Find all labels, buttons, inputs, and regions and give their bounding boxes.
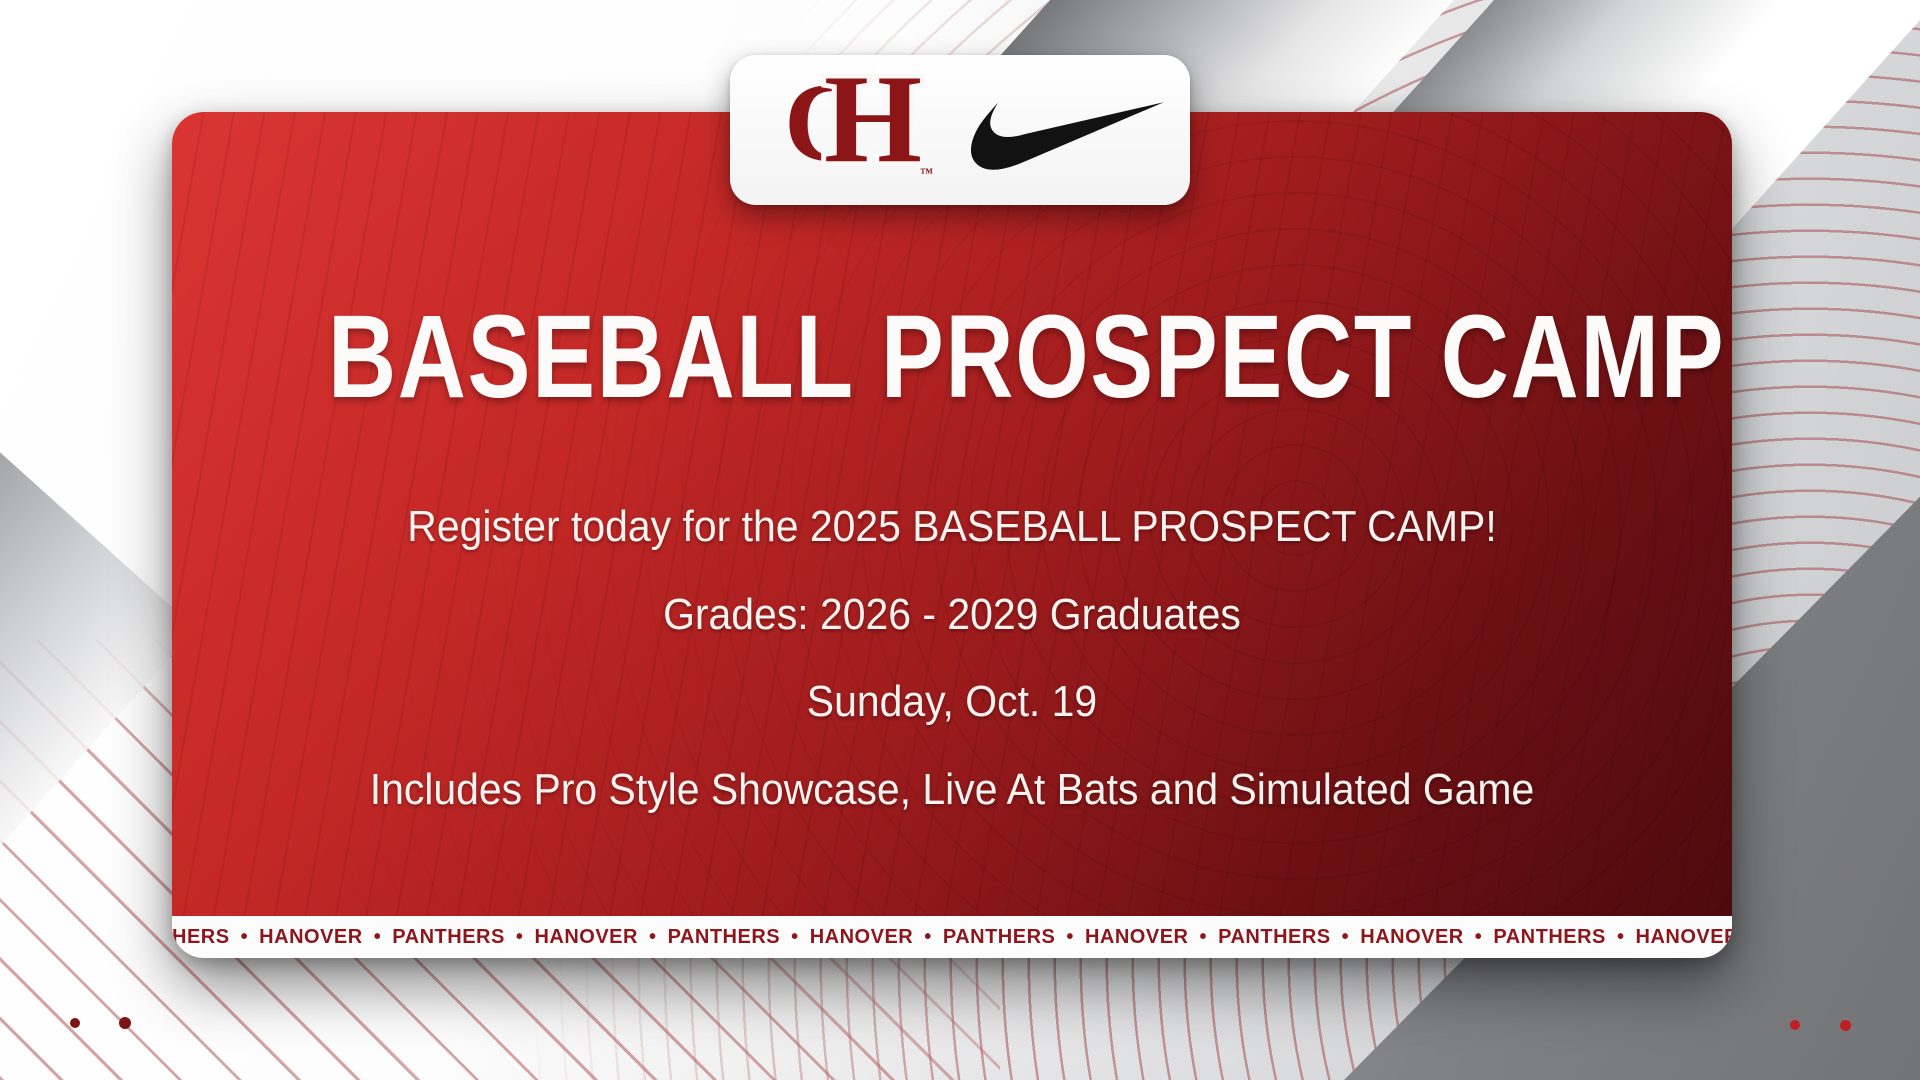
decor-dot-bottom-right-1 [1790,1020,1800,1030]
decor-dot-bottom-right-2 [1840,1020,1851,1031]
monogram-letter-h: H [824,50,923,189]
detail-date-line: Sunday, Oct. 19 [806,677,1098,726]
poster-title: BASEBALL PROSPECT CAMP [328,291,1726,423]
team-name-ticker: HERS • HANOVER • PANTHERS • HANOVER • PA… [172,916,1732,958]
detail-grades-line: Grades: 2026 - 2029 Graduates [663,590,1241,639]
monogram-letter-c: C [784,61,865,185]
decor-dot-bottom-left-1 [70,1018,80,1028]
detail-register-line: Register today for the 2025 BASEBALL PRO… [407,502,1497,551]
hanover-hc-monogram-logo: C H H ™ [784,48,958,193]
logo-badge: C H H ™ [730,48,1190,205]
detail-includes-line: Includes Pro Style Showcase, Live At Bat… [369,765,1535,814]
monogram-letter-h-outline: H [819,48,927,192]
nike-swoosh-icon [970,102,1164,170]
trademark-symbol: ™ [920,165,933,180]
decor-dot-bottom-left-2 [119,1017,131,1029]
camp-info-card: BASEBALL PROSPECT CAMP Register today fo… [172,112,1732,958]
